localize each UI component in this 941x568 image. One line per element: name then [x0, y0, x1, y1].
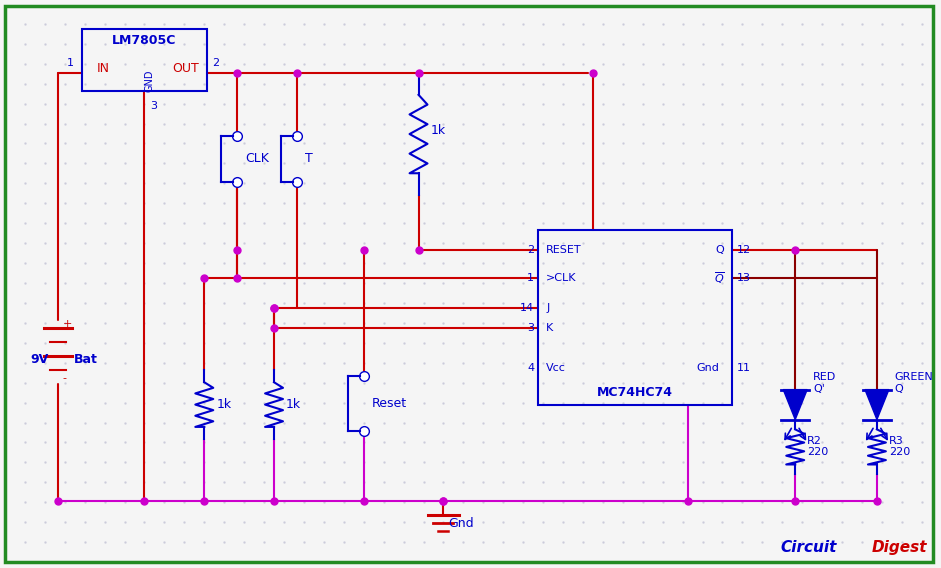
Text: 4: 4: [527, 363, 534, 373]
Text: RESET: RESET: [546, 245, 582, 255]
Text: MC74HC74: MC74HC74: [598, 386, 673, 399]
Text: J: J: [546, 303, 550, 313]
Text: 12: 12: [737, 245, 751, 255]
Text: Q: Q: [895, 383, 903, 394]
Text: 1k: 1k: [430, 124, 446, 137]
Text: Gnd: Gnd: [449, 517, 474, 530]
Text: 9V: 9V: [30, 353, 48, 366]
Text: Q': Q': [813, 383, 825, 394]
Text: LM7805C: LM7805C: [112, 34, 177, 47]
Text: Q: Q: [716, 245, 725, 255]
Text: 14: 14: [520, 303, 534, 313]
Text: $\overline{Q}$: $\overline{Q}$: [713, 270, 725, 286]
Text: Digest: Digest: [871, 540, 927, 554]
Text: Bat: Bat: [73, 353, 98, 366]
Text: T: T: [305, 152, 312, 165]
Text: 2: 2: [213, 58, 219, 68]
Text: Vcc: Vcc: [546, 363, 566, 373]
Text: 2: 2: [527, 245, 534, 255]
Bar: [538, 230, 732, 404]
Text: R2
220: R2 220: [807, 436, 828, 457]
Text: Reset: Reset: [372, 397, 407, 410]
Text: 1: 1: [527, 273, 534, 283]
Text: R3
220: R3 220: [889, 436, 910, 457]
Text: 3: 3: [151, 101, 157, 111]
Polygon shape: [865, 390, 889, 420]
Text: Circuit: Circuit: [781, 540, 837, 554]
Text: 3: 3: [527, 323, 534, 333]
Bar: [82, 29, 207, 91]
Text: K: K: [546, 323, 553, 333]
Text: IN: IN: [97, 62, 110, 75]
Text: 1k: 1k: [286, 398, 301, 411]
Text: 1k: 1k: [216, 398, 231, 411]
Text: >CLK: >CLK: [546, 273, 577, 283]
Text: GREEN: GREEN: [895, 371, 933, 382]
Text: +: +: [63, 319, 72, 329]
Text: 11: 11: [737, 363, 750, 373]
Text: 1: 1: [67, 58, 73, 68]
Text: 13: 13: [737, 273, 750, 283]
Text: Gnd: Gnd: [696, 363, 720, 373]
Text: GND: GND: [145, 69, 154, 92]
Polygon shape: [783, 390, 807, 420]
Text: -: -: [63, 373, 67, 383]
Text: CLK: CLK: [246, 152, 269, 165]
Text: OUT: OUT: [172, 62, 199, 75]
Text: RED: RED: [813, 371, 837, 382]
